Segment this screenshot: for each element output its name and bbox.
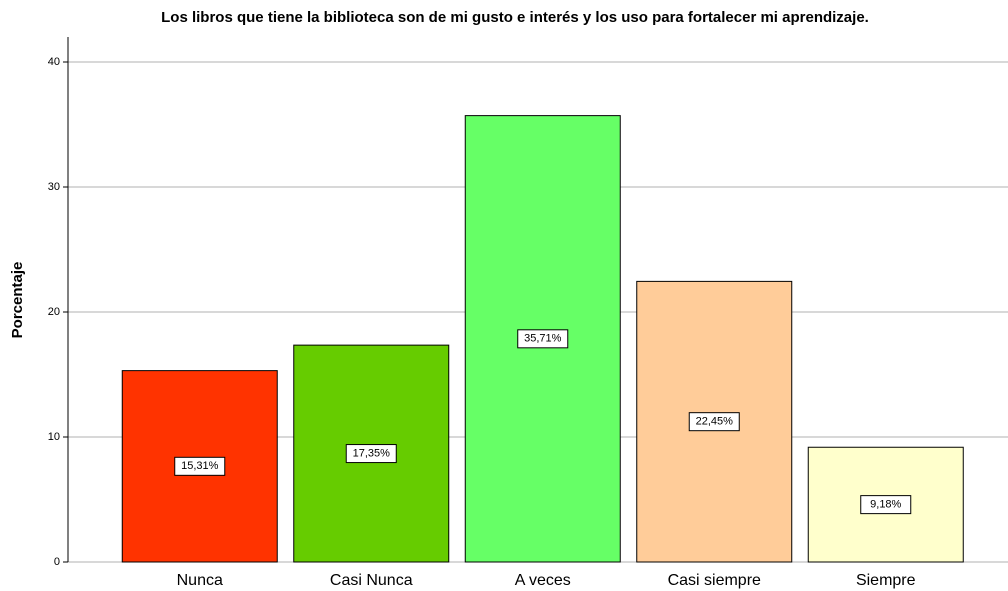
x-tick-label: Casi siempre [668,572,761,589]
value-label-box [860,495,912,515]
x-tick-label: Nunca [177,572,223,589]
y-axis-label: Porcentaje [9,262,26,339]
x-tick-label: Siempre [856,572,916,589]
x-tick-label: A veces [515,572,571,589]
value-label: 22,45% [696,416,734,428]
value-label-box [688,412,740,432]
y-tick-label: 10 [48,431,60,443]
value-label-box [174,456,226,476]
y-tick-label: 20 [48,306,60,318]
value-label: 35,71% [524,333,562,345]
y-tick-label: 0 [54,556,60,568]
chart-title: Los libros que tiene la biblioteca son d… [161,9,869,26]
value-label: 9,18% [870,499,901,511]
value-label: 15,31% [181,460,219,472]
y-tick-label: 30 [48,181,60,193]
x-tick-label: Casi Nunca [330,572,413,589]
value-label-box [345,444,397,464]
value-label: 17,35% [353,447,391,459]
y-tick-label: 40 [48,56,60,68]
value-label-box [517,329,569,349]
